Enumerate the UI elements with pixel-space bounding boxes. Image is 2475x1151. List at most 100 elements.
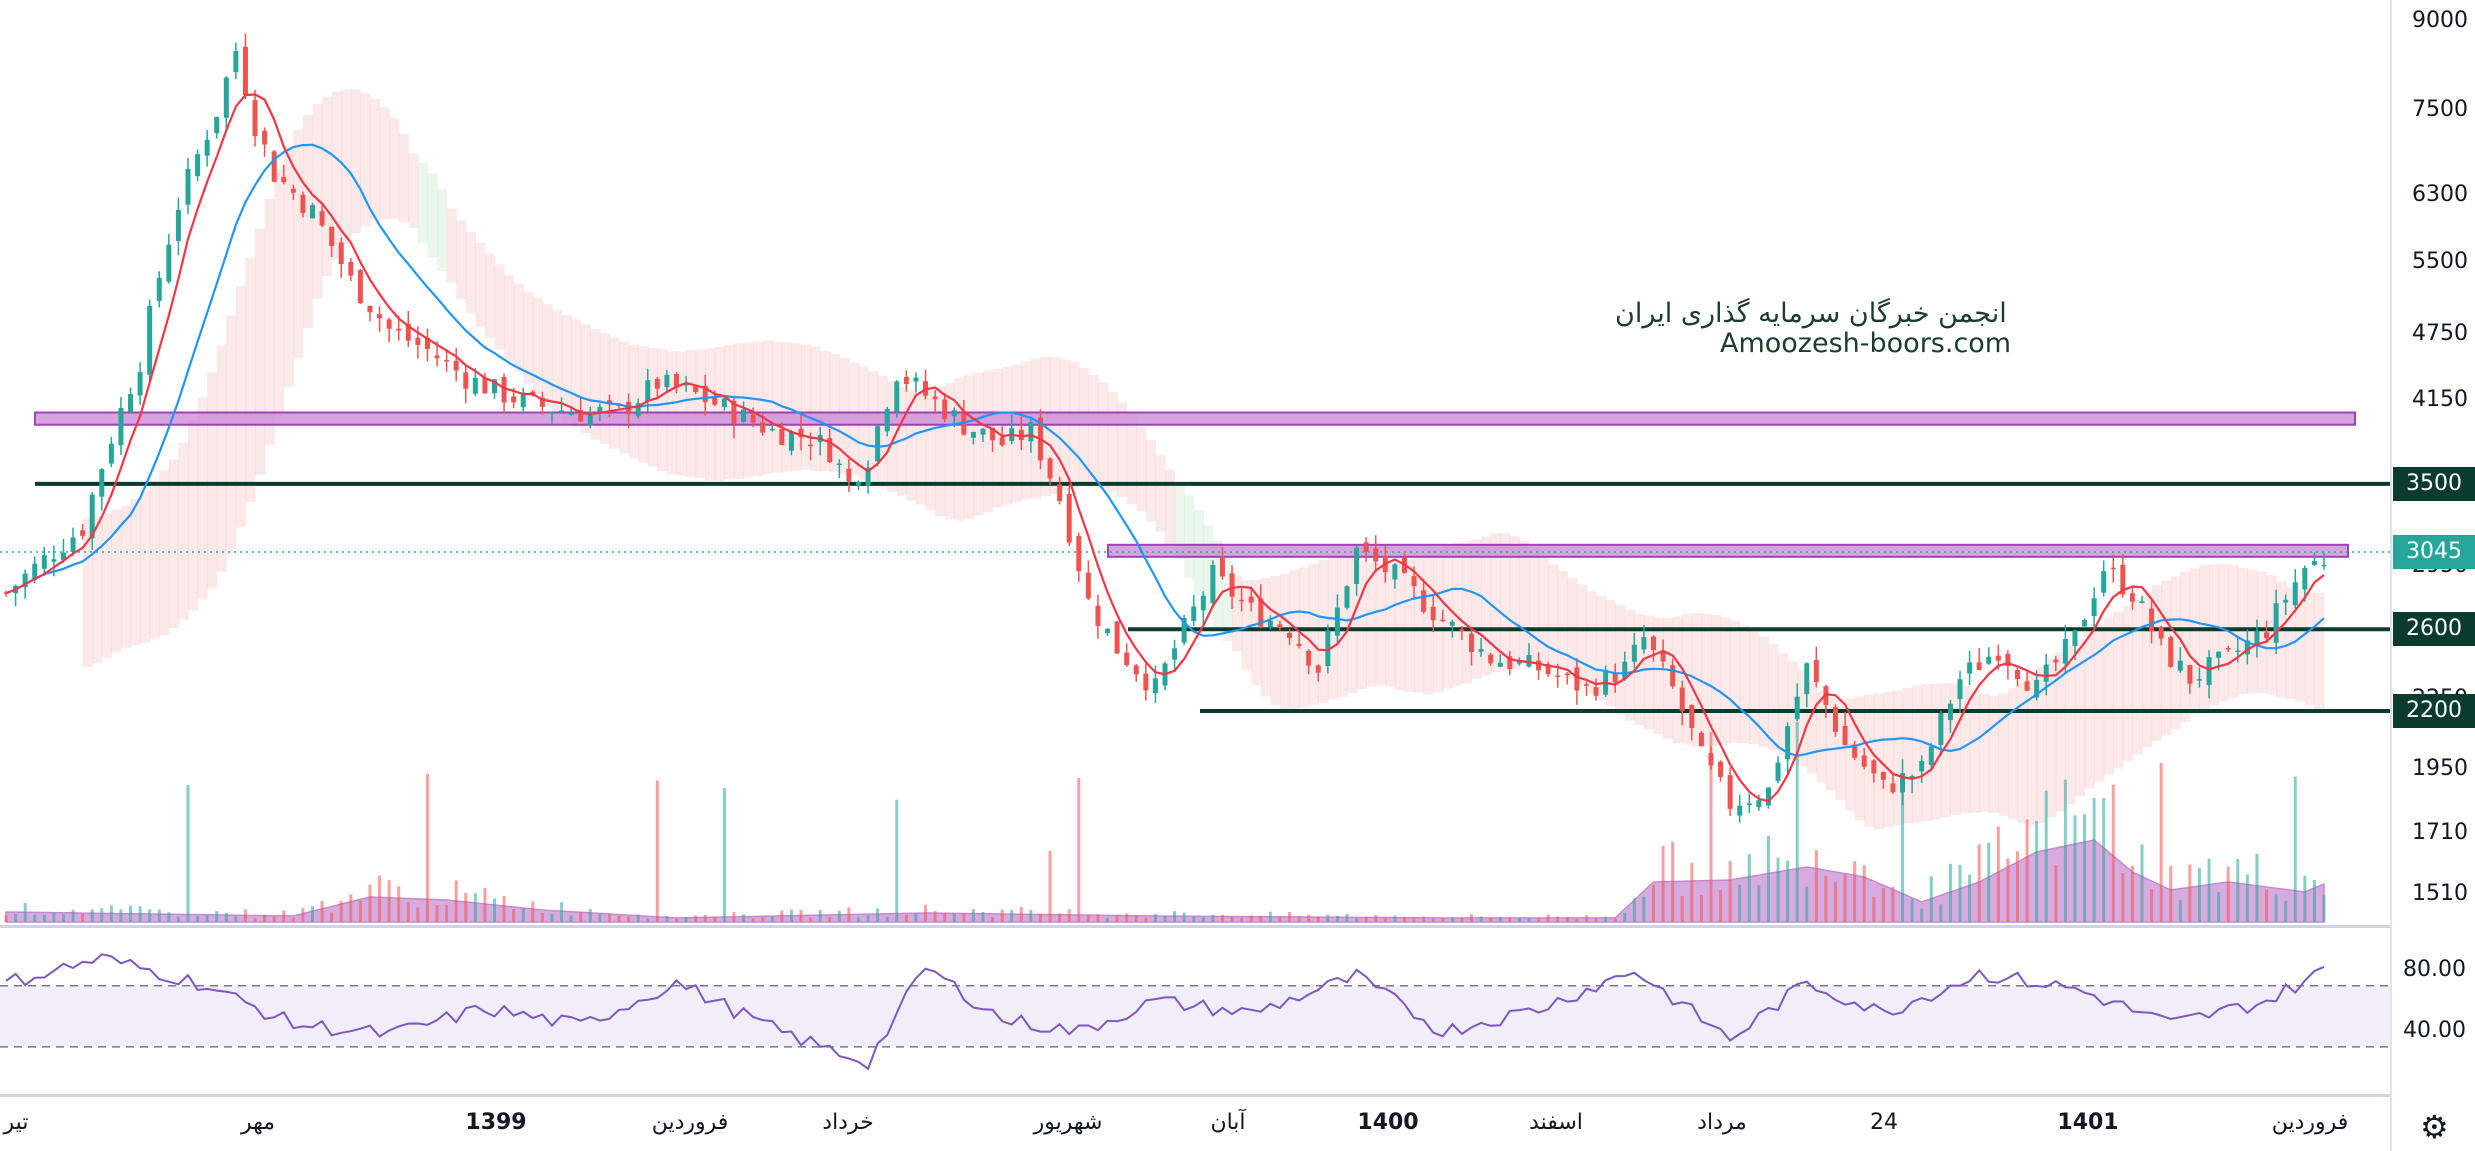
candle-body bbox=[1641, 637, 1647, 650]
volume-bar bbox=[224, 912, 228, 922]
cloud-segment bbox=[1969, 689, 1980, 813]
cloud-segment bbox=[1835, 700, 1846, 801]
time-tick-label: تیر bbox=[3, 1110, 29, 1135]
volume-bar bbox=[1201, 917, 1205, 922]
volume-bar bbox=[2178, 899, 2182, 922]
volume-bar bbox=[1795, 721, 1799, 922]
candle-body bbox=[1564, 673, 1570, 676]
volume-bar bbox=[904, 915, 908, 922]
volume-bar bbox=[282, 910, 286, 922]
candle-body bbox=[137, 372, 143, 396]
cloud-segment bbox=[1021, 361, 1032, 500]
candle-body bbox=[2024, 681, 2030, 691]
volume-bar bbox=[205, 915, 209, 922]
time-tick-label: شهریور bbox=[1033, 1110, 1103, 1135]
cloud-segment bbox=[2017, 682, 2028, 824]
rsi-line bbox=[5, 953, 2325, 1071]
volume-bar bbox=[215, 911, 219, 922]
volume-bar bbox=[2274, 894, 2278, 922]
volume-bar bbox=[1508, 917, 1512, 922]
cloud-segment bbox=[159, 469, 170, 636]
volume-bar bbox=[2236, 858, 2240, 922]
candle-body bbox=[1651, 636, 1657, 651]
volume-bar bbox=[1163, 916, 1167, 922]
volume-bar bbox=[1441, 918, 1445, 922]
cloud-segment bbox=[1663, 617, 1674, 739]
candle-body bbox=[262, 130, 268, 145]
volume-bar bbox=[1527, 918, 1531, 922]
price-level-badge: 3500 bbox=[2393, 466, 2475, 501]
candle-body bbox=[1679, 687, 1685, 712]
cloud-segment bbox=[983, 370, 994, 513]
volume-bar bbox=[416, 907, 420, 922]
volume-bar bbox=[1220, 914, 1224, 922]
cloud-segment bbox=[1758, 636, 1770, 747]
volume-bar bbox=[828, 917, 832, 922]
volume-bar bbox=[780, 910, 784, 922]
cloud-segment bbox=[733, 343, 745, 479]
volume-bar bbox=[627, 916, 631, 922]
volume-bar bbox=[387, 880, 391, 922]
volume-bar bbox=[856, 917, 860, 922]
candle-body bbox=[2254, 630, 2260, 647]
cloud-segment bbox=[820, 350, 831, 472]
price-tick-label: 6300 bbox=[2412, 182, 2468, 208]
cloud-segment bbox=[360, 93, 371, 226]
candle-body bbox=[2110, 567, 2116, 570]
cloud-segment bbox=[887, 381, 898, 492]
candle-body bbox=[1526, 654, 1532, 667]
candle-body bbox=[721, 398, 727, 408]
volume-bar bbox=[1766, 835, 1770, 922]
candle-body bbox=[1756, 800, 1762, 808]
volume-bar bbox=[1843, 874, 1847, 922]
volume-bar bbox=[1996, 826, 2000, 922]
volume-bar bbox=[2015, 851, 2019, 922]
settings-gear-icon[interactable]: ⚙ bbox=[2420, 1108, 2449, 1146]
candle-body bbox=[750, 414, 756, 423]
cloud-segment bbox=[2027, 674, 2038, 825]
candle-body bbox=[2216, 651, 2222, 658]
volume-bar bbox=[1910, 898, 1914, 922]
candle-body bbox=[1718, 761, 1724, 777]
candle-body bbox=[1210, 564, 1216, 604]
volume-bar bbox=[2217, 892, 2221, 922]
volume-bar bbox=[1125, 913, 1129, 922]
candle-body bbox=[2264, 632, 2270, 639]
pane-separator[interactable] bbox=[0, 925, 2390, 928]
volume-bar bbox=[186, 785, 190, 922]
cloud-segment bbox=[187, 420, 199, 611]
volume-bar bbox=[1431, 918, 1435, 922]
volume-bar bbox=[71, 909, 75, 922]
cloud-segment bbox=[2170, 576, 2181, 729]
candle-body bbox=[2149, 608, 2155, 632]
price-level-badge: 2200 bbox=[2393, 693, 2475, 728]
cloud-segment bbox=[322, 96, 333, 276]
candle-body bbox=[559, 410, 565, 413]
cloud-segment bbox=[561, 314, 572, 422]
candle-body bbox=[1085, 572, 1091, 599]
cloud-segment bbox=[2132, 599, 2143, 755]
cloud-segment bbox=[1624, 609, 1635, 721]
volume-bar bbox=[1422, 916, 1426, 922]
cloud-segment bbox=[954, 377, 965, 521]
cloud-segment bbox=[2074, 639, 2086, 797]
candle-body bbox=[1890, 783, 1896, 793]
time-tick-label: 24 bbox=[1870, 1110, 1898, 1135]
volume-bar bbox=[655, 780, 659, 922]
cloud-segment bbox=[1030, 358, 1042, 499]
cloud-segment bbox=[465, 231, 476, 313]
candle-body bbox=[1775, 762, 1781, 781]
volume-bar bbox=[1699, 895, 1703, 922]
candle-body bbox=[1976, 662, 1982, 670]
cloud-segment bbox=[1289, 570, 1300, 710]
cloud-segment bbox=[2209, 564, 2220, 706]
rsi-pane bbox=[0, 953, 2390, 1071]
volume-bar bbox=[761, 917, 765, 922]
candle-body bbox=[386, 319, 392, 329]
candle-body bbox=[405, 323, 411, 341]
volume-bar bbox=[2312, 879, 2316, 922]
candle-body bbox=[1114, 621, 1120, 654]
volume-bar bbox=[1182, 912, 1186, 922]
rsi-tick-label: 80.00 bbox=[2403, 956, 2466, 982]
